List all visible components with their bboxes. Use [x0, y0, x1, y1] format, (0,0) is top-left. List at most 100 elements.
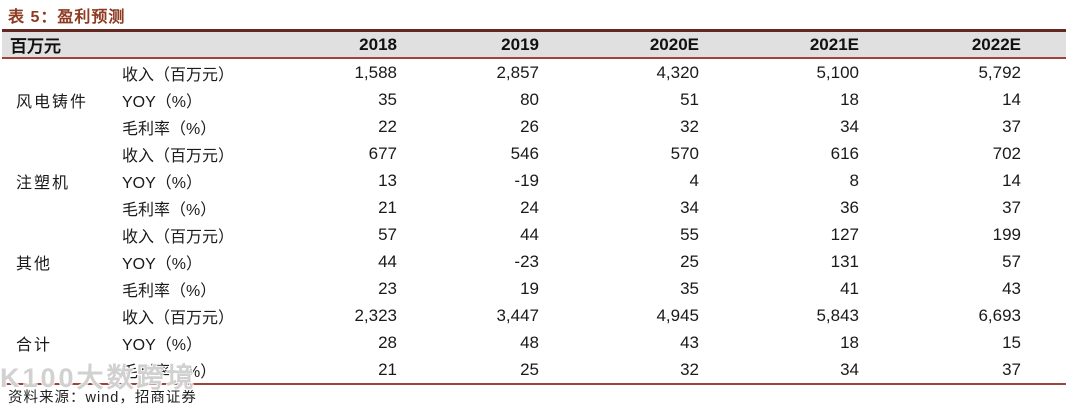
group-label-cell: 其他 [16, 255, 53, 273]
value-cell: 23 [378, 278, 397, 298]
value-cell: 2,323 [354, 305, 397, 325]
value-cell: 36 [840, 197, 859, 217]
value-cell: 3,447 [496, 305, 539, 325]
value-cell: -19 [514, 170, 539, 190]
value-cell: 57 [378, 224, 397, 244]
value-cell: 25 [680, 251, 699, 271]
value-cell: 34 [680, 197, 699, 217]
value-cell: 5,100 [816, 62, 859, 82]
table-row: 合计 YOY（%） 28 48 43 18 15 [2, 329, 1066, 356]
metric-label-cell: 毛利率（%） [122, 282, 217, 300]
value-cell: 15 [1002, 332, 1021, 352]
table-title: 表 5：盈利预测 [8, 9, 126, 26]
value-cell: 35 [680, 278, 699, 298]
year-header-cell: 2019 [501, 34, 539, 54]
metric-label-cell: 毛利率（%） [122, 201, 217, 219]
value-cell: 13 [378, 170, 397, 190]
value-cell: 127 [830, 224, 859, 244]
group-label-cell: 风电铸件 [16, 93, 89, 111]
unit-header-cell: 百万元 [10, 37, 61, 56]
value-cell: 37 [1002, 197, 1021, 217]
metric-label-cell: YOY（%） [122, 93, 203, 111]
table-row: 收入（百万元） 57 44 55 127 199 [2, 221, 1066, 248]
value-cell: 32 [680, 116, 699, 136]
value-cell: 4,945 [656, 305, 699, 325]
value-cell: 41 [840, 278, 859, 298]
value-cell: 199 [992, 224, 1021, 244]
value-cell: 34 [840, 116, 859, 136]
metric-label-cell: 收入（百万元） [122, 66, 235, 84]
value-cell: 44 [520, 224, 539, 244]
metric-label-cell: YOY（%） [122, 336, 203, 354]
table-row: 收入（百万元） 677 546 570 616 702 [2, 140, 1066, 167]
value-cell: 5,792 [978, 62, 1021, 82]
year-header-cell: 2021E [809, 34, 859, 54]
table-row: 风电铸件 YOY（%） 35 80 51 18 14 [2, 86, 1066, 113]
metric-label-cell: 收入（百万元） [122, 309, 235, 327]
value-cell: 4,320 [656, 62, 699, 82]
value-cell: 24 [520, 197, 539, 217]
value-cell: 51 [680, 89, 699, 109]
value-cell: 14 [1002, 89, 1021, 109]
value-cell: 28 [378, 332, 397, 352]
value-cell: 2,857 [496, 62, 539, 82]
value-cell: 21 [378, 359, 397, 379]
value-cell: 43 [680, 332, 699, 352]
value-cell: 18 [840, 89, 859, 109]
table-row: 注塑机 YOY（%） 13 -19 4 8 14 [2, 167, 1066, 194]
table-row: 其他 YOY（%） 44 -23 25 131 57 [2, 248, 1066, 275]
value-cell: 57 [1002, 251, 1021, 271]
metric-label-cell: 毛利率（%） [122, 120, 217, 138]
value-cell: 37 [1002, 359, 1021, 379]
table-row: 收入（百万元） 1,588 2,857 4,320 5,100 5,792 [2, 59, 1066, 86]
table-row: 毛利率（%） 23 19 35 41 43 [2, 275, 1066, 302]
value-cell: 19 [520, 278, 539, 298]
value-cell: 8 [849, 170, 859, 190]
value-cell: 22 [378, 116, 397, 136]
value-cell: 21 [378, 197, 397, 217]
value-cell: 55 [680, 224, 699, 244]
metric-label-cell: 收入（百万元） [122, 228, 235, 246]
value-cell: 702 [992, 143, 1021, 163]
value-cell: 5,843 [816, 305, 859, 325]
value-cell: 546 [510, 143, 539, 163]
value-cell: 34 [840, 359, 859, 379]
value-cell: 6,693 [978, 305, 1021, 325]
value-cell: 677 [368, 143, 397, 163]
profit-forecast-table: 百万元 2018 2019 2020E 2021E 2022E 收入（百万元） 1,588… [2, 29, 1066, 385]
value-cell: 43 [1002, 278, 1021, 298]
value-cell: 25 [520, 359, 539, 379]
value-cell: 14 [1002, 170, 1021, 190]
value-cell: 570 [670, 143, 699, 163]
value-cell: 18 [840, 332, 859, 352]
table-header-row: 百万元 2018 2019 2020E 2021E 2022E [2, 32, 1066, 59]
value-cell: 131 [830, 251, 859, 271]
data-source-note: 资料来源：wind，招商证券 [8, 390, 197, 406]
value-cell: 26 [520, 116, 539, 136]
table-row: 收入（百万元） 2,323 3,447 4,945 5,843 6,693 [2, 302, 1066, 329]
value-cell: 35 [378, 89, 397, 109]
year-header-cell: 2022E [971, 34, 1021, 54]
value-cell: 37 [1002, 116, 1021, 136]
group-label-cell: 注塑机 [16, 174, 71, 192]
table-row: 毛利率（%） 22 26 32 34 37 [2, 113, 1066, 140]
value-cell: 4 [689, 170, 699, 190]
value-cell: -23 [514, 251, 539, 271]
metric-label-cell: YOY（%） [122, 255, 203, 273]
group-label-cell: 合计 [16, 336, 53, 354]
table-row: 毛利率（%） 21 24 34 36 37 [2, 194, 1066, 221]
value-cell: 616 [830, 143, 859, 163]
year-header-cell: 2018 [359, 34, 397, 54]
value-cell: 48 [520, 332, 539, 352]
value-cell: 1,588 [354, 62, 397, 82]
year-header-cell: 2020E [649, 34, 699, 54]
value-cell: 32 [680, 359, 699, 379]
value-cell: 44 [378, 251, 397, 271]
metric-label-cell: 毛利率（%） [122, 363, 217, 381]
table-row: 毛利率（%） 21 25 32 34 37 [2, 356, 1066, 383]
metric-label-cell: YOY（%） [122, 174, 203, 192]
metric-label-cell: 收入（百万元） [122, 147, 235, 165]
table-body: 收入（百万元） 1,588 2,857 4,320 5,100 5,792 风电铸件 YOY（… [2, 59, 1066, 383]
value-cell: 80 [520, 89, 539, 109]
